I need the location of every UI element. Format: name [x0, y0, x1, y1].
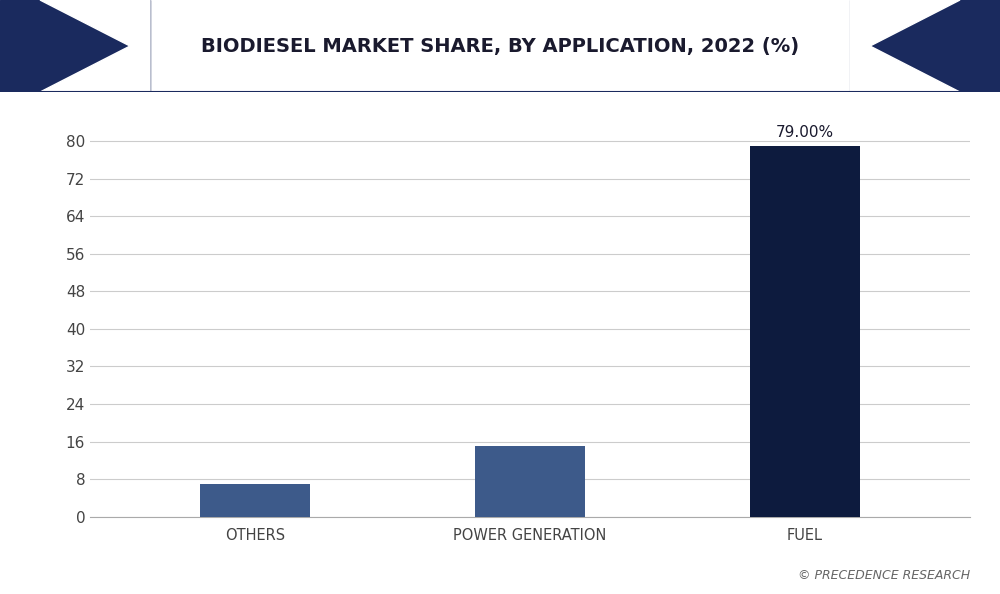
Polygon shape: [0, 0, 150, 92]
Polygon shape: [850, 0, 1000, 92]
Bar: [750, 146, 860, 517]
Text: © PRECEDENCE RESEARCH: © PRECEDENCE RESEARCH: [798, 569, 970, 582]
Text: 79.00%: 79.00%: [776, 125, 834, 140]
Bar: [475, 446, 585, 517]
Polygon shape: [850, 0, 960, 92]
Polygon shape: [40, 0, 150, 92]
Text: BIODIESEL MARKET SHARE, BY APPLICATION, 2022 (%): BIODIESEL MARKET SHARE, BY APPLICATION, …: [201, 37, 799, 55]
Bar: [200, 484, 310, 517]
